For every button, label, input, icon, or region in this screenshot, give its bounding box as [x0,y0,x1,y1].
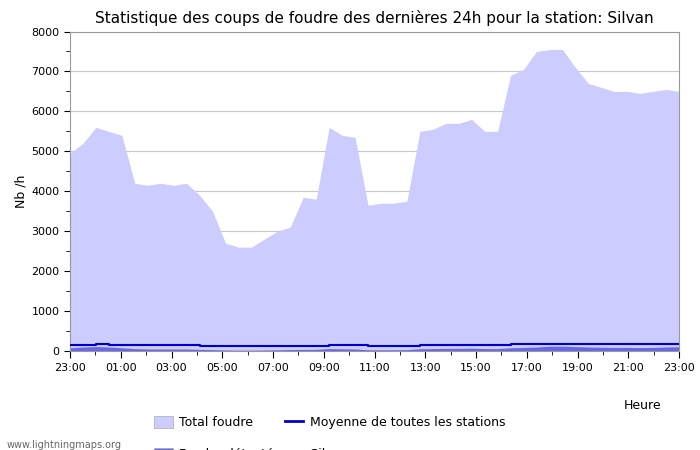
Text: www.lightningmaps.org: www.lightningmaps.org [7,440,122,450]
Legend: Foudre détectée par Silvan: Foudre détectée par Silvan [149,443,354,450]
Title: Statistique des coups de foudre des dernières 24h pour la station: Silvan: Statistique des coups de foudre des dern… [95,10,654,26]
Y-axis label: Nb /h: Nb /h [14,175,27,208]
Text: Heure: Heure [624,399,662,412]
